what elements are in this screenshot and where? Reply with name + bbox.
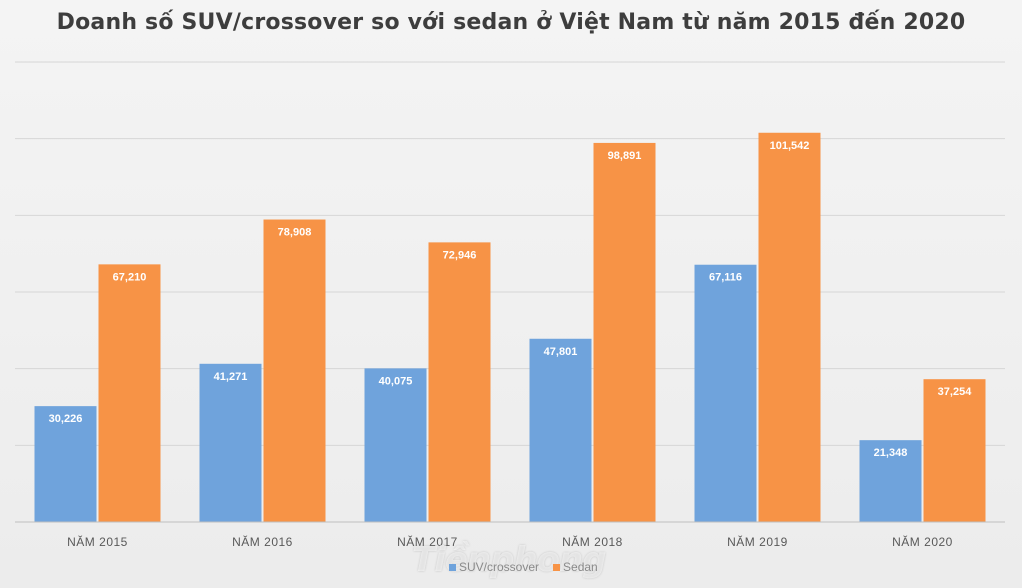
legend-swatch-suv — [449, 563, 456, 571]
data-label-sedan-1: 78,908 — [278, 227, 312, 239]
data-label-sedan-5: 37,254 — [938, 386, 973, 398]
data-labels: 30,226 67,210 41,271 78,908 40,075 72,946 47,8… — [49, 140, 973, 459]
bars — [34, 132, 986, 523]
x-tick-label-3: NĂM 2018 — [562, 534, 623, 549]
legend-label-suv: SUV/crossover — [459, 560, 540, 574]
x-tick-label-1: NĂM 2016 — [232, 534, 293, 549]
bar-suv-4 — [694, 264, 757, 522]
data-label-sedan-0: 67,210 — [113, 271, 147, 283]
x-tick-label-4: NĂM 2019 — [727, 534, 788, 549]
chart-title: Doanh số SUV/crossover so với sedan ở Vi… — [56, 10, 966, 35]
bar-sedan-3 — [593, 142, 656, 522]
legend-entry-suv: SUV/crossover — [449, 560, 539, 574]
data-label-sedan-3: 98,891 — [608, 150, 642, 162]
bar-suv-2 — [364, 368, 427, 522]
data-label-suv-4: 67,116 — [709, 272, 742, 284]
bar-sedan-2 — [428, 242, 491, 523]
gridlines — [15, 61, 1005, 446]
data-label-suv-1: 41,271 — [214, 371, 248, 383]
data-label-sedan-2: 72,946 — [443, 249, 477, 261]
data-label-suv-3: 47,801 — [544, 346, 578, 358]
data-label-suv-0: 30,226 — [49, 413, 83, 425]
bar-sedan-1 — [263, 219, 326, 522]
bar-sedan-5 — [923, 379, 986, 522]
x-axis: NĂM 2015 NĂM 2016 NĂM 2017 NĂM 2018 NĂM 2019… — [15, 521, 1005, 549]
x-tick-label-5: NĂM 2020 — [892, 534, 953, 549]
bar-suv-3 — [529, 338, 592, 522]
legend-entry-sedan: Sedan — [553, 560, 598, 574]
legend-swatch-sedan — [553, 563, 561, 571]
bar-suv-1 — [199, 363, 262, 522]
data-label-suv-5: 21,348 — [874, 447, 908, 459]
bar-sedan-4 — [758, 132, 821, 522]
bar-suv-5 — [859, 440, 922, 522]
x-tick-label-0: NĂM 2015 — [67, 534, 128, 549]
legend-label-sedan: Sedan — [563, 560, 598, 574]
x-tick-label-2: NĂM 2017 — [397, 534, 458, 549]
legend: SUV/crossover Sedan — [449, 560, 598, 574]
data-label-sedan-4: 101,542 — [770, 140, 810, 152]
data-label-suv-2: 40,075 — [379, 375, 413, 387]
bar-suv-0 — [34, 406, 97, 522]
bar-sedan-0 — [98, 264, 161, 522]
